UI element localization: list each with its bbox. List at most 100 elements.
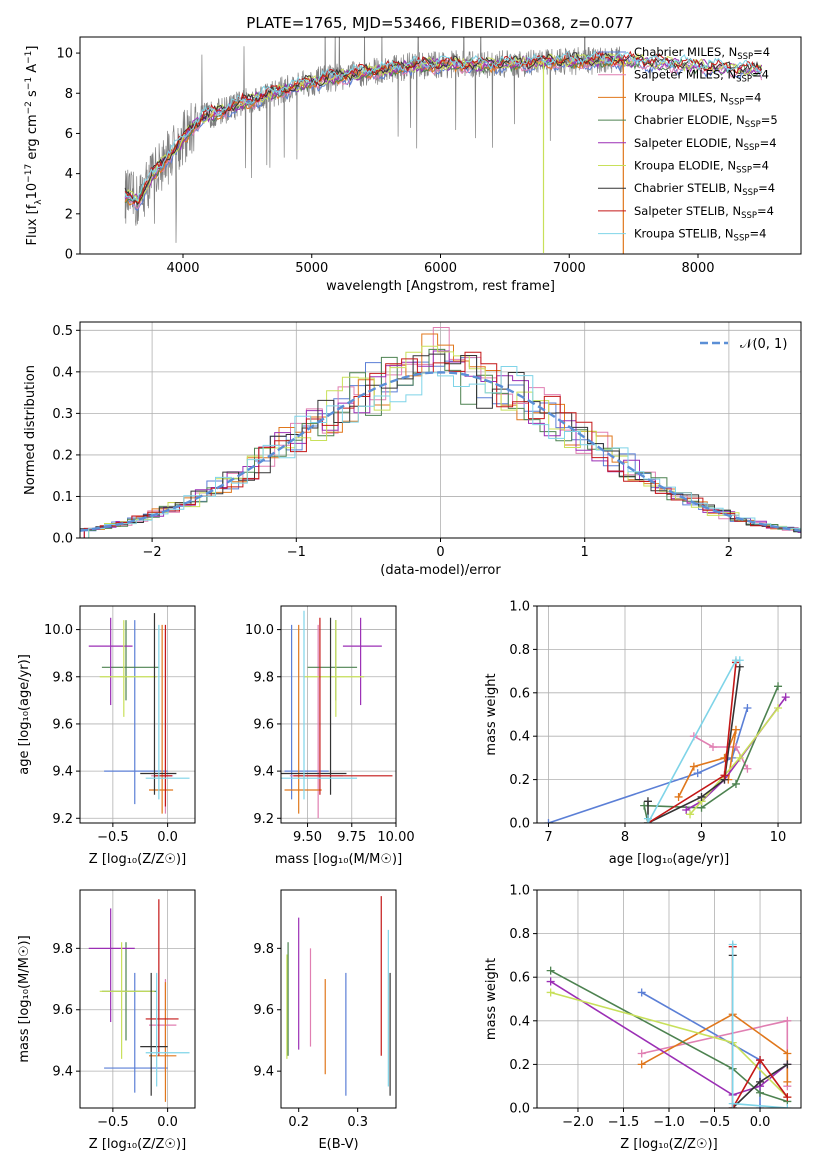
- y-tick-label: 9.6: [52, 717, 73, 732]
- y-tick-label: 9.6: [253, 717, 274, 732]
- data-marker: [720, 771, 729, 780]
- legend-label-suffix: =4: [744, 90, 761, 104]
- legend-label: Chabrier MILES, NSSP=4: [634, 45, 770, 62]
- y-tick-label: 9.4: [253, 765, 274, 780]
- x-tick-label: 0.3: [347, 1115, 368, 1130]
- y-tick-label: 0.8: [509, 643, 530, 658]
- data-marker: [735, 656, 744, 665]
- legend-label-sub: SSP: [736, 75, 752, 85]
- y-tick-label: 1.0: [509, 600, 530, 615]
- y-tick-label: 9.4: [52, 1065, 73, 1080]
- data-marker: [546, 988, 555, 997]
- y-axis-label: age [log₁₀(age/yr)]: [17, 654, 32, 775]
- data-marker: [682, 805, 691, 814]
- y-axis-label-part: −17: [24, 164, 34, 183]
- x-tick-label: 0.0: [157, 1115, 178, 1130]
- data-marker: [643, 819, 652, 823]
- legend-label: Kroupa MILES, NSSP=4: [634, 90, 761, 107]
- y-tick-label: 0.2: [52, 448, 73, 463]
- axes-frame: [536, 889, 802, 1109]
- axes-frame: [79, 321, 802, 539]
- y-tick-label: 6: [65, 127, 73, 142]
- axes-frame: [280, 605, 397, 824]
- y-tick-label: 9.6: [52, 1003, 73, 1018]
- residuals-panel: −2 −1 0 1 2 0.0 0.1 0.2 0.3 0.4 0.5 (data-model)/er…: [23, 321, 802, 578]
- x-tick-label: 4000: [166, 261, 199, 276]
- legend-label-suffix: =4: [752, 159, 769, 173]
- legend-label-sub: SSP: [742, 188, 758, 198]
- data-marker: [735, 753, 744, 762]
- y-axis-label: mass weight: [484, 958, 499, 1040]
- data-marker: [774, 703, 783, 712]
- spectrum-plot-area: [124, 37, 763, 254]
- data-marker: [674, 792, 683, 801]
- data-marker: [640, 801, 649, 810]
- mass_weight_vs_Z-panel: −2.0 −1.5 −1.0 −0.5 0.0 0.0 0.2 0.4 0.6 0.8 1.0 Z […: [484, 884, 802, 1152]
- y-tick-label: 9.8: [253, 670, 274, 685]
- legend-label-suffix: =4: [757, 204, 774, 218]
- histogram-chabrier-stelib: [80, 353, 801, 538]
- y-axis-label-part: Flux [f: [25, 204, 40, 245]
- y-tick-label: 0.0: [509, 1102, 530, 1117]
- y-tick-label: 0.4: [52, 365, 73, 380]
- x-tick-label: 10.00: [377, 830, 414, 845]
- legend-label-text: Kroupa STELIB, N: [634, 227, 734, 241]
- y-tick-label: 0.1: [52, 490, 73, 505]
- legend-label-text: Salpeter MILES, N: [634, 68, 736, 82]
- y-axis-label-part: s: [25, 90, 40, 101]
- age_vs_mass-plot-area: [281, 610, 393, 819]
- y-axis-label-part: 10: [25, 183, 40, 200]
- y-tick-label: 0.6: [509, 686, 530, 701]
- histogram-chabrier-elodie: [80, 348, 801, 538]
- x-tick-label: −1: [287, 545, 306, 560]
- x-tick-label: −2: [143, 545, 162, 560]
- data-marker: [774, 682, 783, 691]
- legend-label-suffix: =4: [760, 136, 777, 150]
- data-marker: [689, 762, 698, 771]
- y-tick-label: 0.3: [52, 407, 73, 422]
- histogram-salpeter-elodie: [83, 350, 801, 538]
- data-marker: [731, 725, 740, 734]
- x-tick-label: −0.5: [97, 1115, 129, 1130]
- legend-label: Salpeter MILES, NSSP=4: [634, 68, 769, 85]
- axes-frame: [79, 36, 802, 255]
- legend-label-sub: SSP: [737, 52, 753, 62]
- data-marker: [783, 1060, 792, 1069]
- y-tick-label: 9.8: [253, 942, 274, 957]
- data-marker: [731, 779, 740, 788]
- histogram-chabrier-miles: [80, 357, 801, 538]
- y-tick-label: 10.0: [245, 623, 274, 638]
- mass-weight-line-kroupa-elodie: [689, 707, 779, 815]
- y-axis-label-part: erg cm: [25, 114, 40, 163]
- legend-label-sub: SSP: [736, 166, 752, 176]
- data-marker: [643, 797, 652, 806]
- data-marker: [728, 1099, 737, 1108]
- y-axis-label-part: λ: [34, 199, 44, 205]
- legend-label-sub: SSP: [744, 143, 760, 153]
- y-tick-label: 0.6: [509, 971, 530, 986]
- data-marker: [756, 1056, 765, 1065]
- data-marker: [686, 810, 695, 819]
- data-marker: [743, 764, 752, 773]
- mass_vs_Z-panel: −0.5 0.0 9.4 9.6 9.8 Z [log₁₀(Z/Z☉)] mass [log…: [17, 889, 196, 1152]
- mass_vs_ebv-plot-area: [286, 896, 391, 1096]
- data-marker: [783, 1049, 792, 1058]
- x-tick-label: 8: [621, 830, 629, 845]
- data-marker: [783, 1077, 792, 1086]
- y-axis-label: mass [log₁₀(M/M☉)]: [17, 935, 32, 1062]
- y-tick-label: 0.2: [509, 773, 530, 788]
- mass_weight_vs_age-panel: 7 8 9 10 0.0 0.2 0.4 0.6 0.8 1.0 age [log₁₀(age/yr…: [484, 600, 802, 867]
- y-tick-label: 8: [65, 87, 73, 102]
- histogram-kroupa-elodie: [88, 345, 801, 538]
- y-axis-label: Flux [fλ10−17 erg cm−2 s−1 A−1]: [24, 46, 44, 246]
- legend-label-text: Kroupa MILES, N: [634, 90, 729, 104]
- x-tick-label: 0.0: [750, 1115, 771, 1130]
- x-axis-label: age [log₁₀(age/yr)]: [609, 852, 730, 867]
- mass_weight_vs_age-plot-area: [544, 656, 790, 823]
- y-tick-label: 4: [65, 167, 73, 182]
- axes-frame: [536, 605, 802, 824]
- legend-label-normal: 𝒩(0, 1): [740, 337, 787, 352]
- legend-label: Kroupa STELIB, NSSP=4: [634, 227, 766, 244]
